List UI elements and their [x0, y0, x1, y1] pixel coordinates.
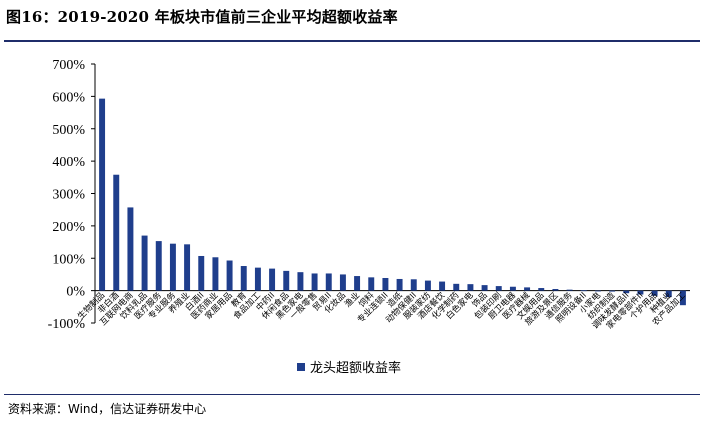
bar — [240, 266, 247, 291]
bar — [226, 260, 233, 291]
bar — [495, 286, 502, 291]
bar — [552, 289, 559, 291]
y-tick-label: 200% — [52, 220, 85, 235]
bar — [169, 243, 176, 291]
legend-swatch — [297, 363, 305, 371]
bar — [141, 235, 148, 291]
bar — [127, 207, 134, 291]
legend-label: 龙头超额收益率 — [310, 360, 401, 376]
y-tick-label: 700% — [52, 58, 85, 73]
bar — [212, 257, 219, 291]
bar — [198, 255, 205, 291]
chart-title: 图16：2019-2020 年板块市值前三企业平均超额收益率 — [6, 8, 398, 26]
bar — [594, 290, 601, 292]
bar — [410, 279, 417, 291]
bar — [566, 289, 573, 291]
x-axis-labels: 生物制品非白酒互联网电商饮料乳品医疗服务专业服务养殖业白酒II医药商业家居用品教… — [75, 290, 688, 332]
bar — [509, 286, 516, 291]
bar — [637, 290, 644, 295]
bar — [99, 98, 106, 291]
legend: 龙头超额收益率 — [297, 360, 401, 376]
bar — [311, 273, 318, 291]
bar — [382, 277, 389, 291]
bar — [297, 272, 304, 291]
bar — [283, 270, 290, 291]
bar — [439, 281, 446, 291]
bar — [467, 284, 474, 291]
bar — [623, 290, 630, 294]
bar — [580, 290, 587, 292]
bar — [538, 288, 545, 291]
y-tick-label: 500% — [52, 123, 85, 138]
bar — [524, 287, 531, 291]
bottom-rule — [4, 394, 700, 395]
bar — [651, 290, 658, 296]
source-note: 资料来源：Wind，信达证券研发中心 — [8, 402, 207, 416]
bar — [368, 277, 375, 291]
y-tick-label: -100% — [48, 317, 86, 332]
bar — [269, 268, 276, 291]
bar — [396, 278, 403, 291]
bar — [113, 174, 120, 291]
bar — [481, 285, 488, 291]
bar — [325, 273, 332, 291]
top-rule — [4, 40, 700, 42]
bar — [254, 267, 261, 291]
y-tick-label: 0% — [66, 285, 85, 300]
bar-series — [99, 98, 686, 306]
y-tick-label: 400% — [52, 155, 85, 170]
y-tick-label: 300% — [52, 188, 85, 203]
bar — [354, 276, 361, 291]
bar — [339, 274, 346, 291]
bar — [609, 290, 616, 292]
bar — [424, 280, 431, 291]
bar — [184, 244, 191, 291]
bar — [665, 290, 672, 298]
bar — [155, 241, 162, 291]
y-tick-label: 100% — [52, 252, 85, 267]
y-axis: -100% 0% 100% 200% 300% 400% 500% 600% 700% — [48, 58, 690, 332]
bar — [453, 283, 460, 291]
bar — [679, 290, 686, 306]
y-tick-label: 600% — [52, 90, 85, 105]
